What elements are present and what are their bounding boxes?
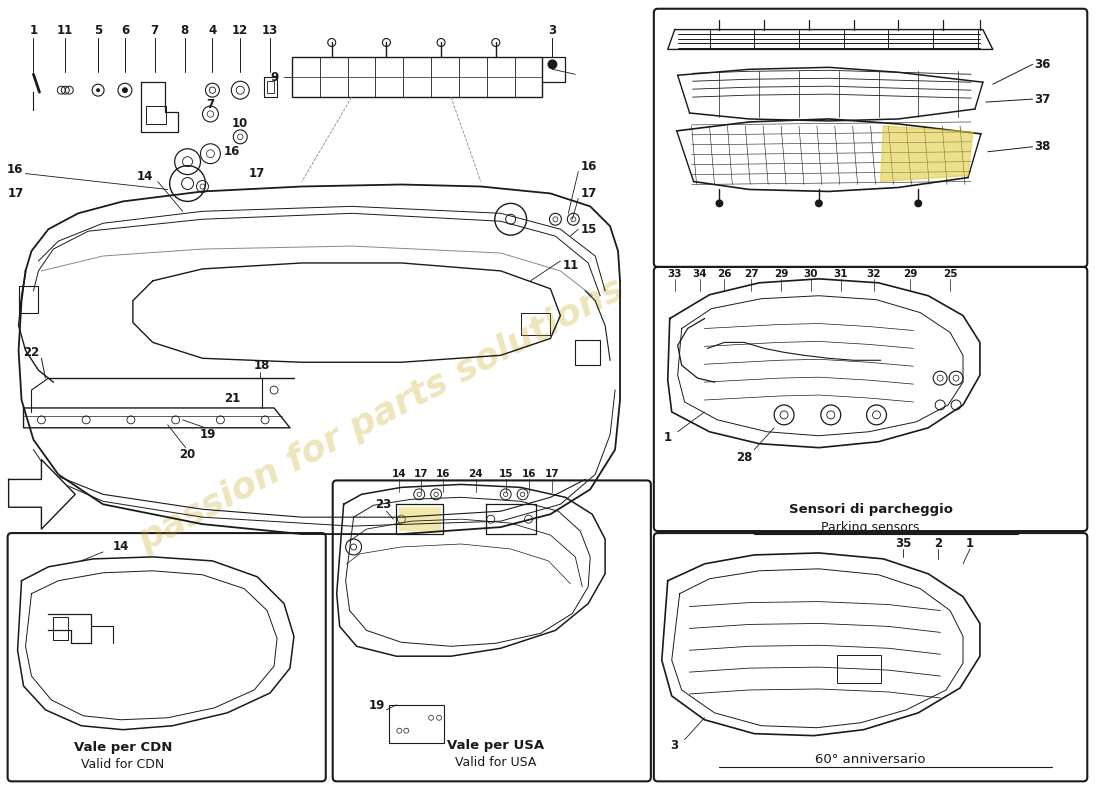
Text: Vale per CDN: Vale per CDN	[74, 741, 172, 754]
Text: Vale per USA: Vale per USA	[448, 739, 544, 752]
Bar	[267, 82, 274, 93]
Text: 34: 34	[692, 269, 707, 279]
Bar	[54, 618, 68, 640]
Bar	[837, 655, 881, 683]
Circle shape	[96, 88, 100, 92]
Circle shape	[548, 59, 558, 70]
Text: passion for parts solutions: passion for parts solutions	[132, 272, 630, 558]
Text: 16: 16	[8, 163, 23, 176]
Text: 8: 8	[180, 24, 189, 37]
Text: 18: 18	[254, 358, 271, 372]
Text: Valid for CDN: Valid for CDN	[81, 758, 165, 771]
Bar	[292, 58, 542, 97]
Text: 16: 16	[521, 470, 536, 479]
Polygon shape	[880, 126, 974, 182]
Text: 36: 36	[1034, 58, 1050, 71]
Text: 15: 15	[498, 470, 513, 479]
Text: 1: 1	[30, 24, 37, 37]
Text: 11: 11	[562, 259, 579, 273]
Bar	[146, 106, 166, 124]
Text: 22: 22	[23, 346, 40, 359]
Text: 5: 5	[94, 24, 102, 37]
Text: 38: 38	[1034, 140, 1050, 154]
Text: 10: 10	[232, 118, 249, 130]
Text: 30: 30	[804, 269, 818, 279]
Text: 17: 17	[414, 470, 429, 479]
Text: 6: 6	[121, 24, 129, 37]
Text: 26: 26	[717, 269, 732, 279]
Text: 25: 25	[943, 269, 957, 279]
Text: 11: 11	[57, 24, 74, 37]
Circle shape	[715, 199, 724, 207]
Text: 12: 12	[232, 24, 249, 37]
Text: 14: 14	[113, 541, 129, 554]
Text: 60° anniversario: 60° anniversario	[815, 753, 926, 766]
Text: Valid for USA: Valid for USA	[455, 756, 537, 769]
Text: 33: 33	[668, 269, 682, 279]
Text: 16: 16	[436, 470, 450, 479]
Text: 28: 28	[736, 451, 752, 464]
Text: 31: 31	[834, 269, 848, 279]
Text: Parking sensors: Parking sensors	[822, 521, 920, 534]
Text: 7: 7	[151, 24, 158, 37]
Circle shape	[914, 199, 922, 207]
Text: 23: 23	[375, 498, 392, 510]
Circle shape	[815, 199, 823, 207]
Text: 17: 17	[546, 470, 560, 479]
Text: 4: 4	[208, 24, 217, 37]
Text: 9: 9	[270, 70, 278, 84]
Text: 16: 16	[581, 160, 596, 173]
Text: 20: 20	[179, 448, 196, 461]
Text: 29: 29	[903, 269, 917, 279]
Circle shape	[122, 87, 128, 93]
Text: Sensori di parcheggio: Sensori di parcheggio	[789, 502, 953, 516]
Polygon shape	[9, 459, 75, 529]
Text: 17: 17	[249, 167, 265, 180]
Text: 2: 2	[934, 538, 943, 550]
Text: 19: 19	[199, 428, 216, 442]
Text: 17: 17	[581, 187, 596, 200]
Text: 17: 17	[8, 187, 23, 200]
Text: 29: 29	[774, 269, 789, 279]
Text: 14: 14	[136, 170, 153, 183]
Text: 3: 3	[671, 739, 679, 752]
Text: 19: 19	[368, 699, 385, 712]
Text: 35: 35	[895, 538, 912, 550]
Text: 14: 14	[392, 470, 407, 479]
Text: 3: 3	[549, 24, 557, 37]
Text: 27: 27	[744, 269, 759, 279]
Text: 16: 16	[224, 146, 241, 158]
Text: 21: 21	[224, 391, 241, 405]
Text: 24: 24	[469, 470, 483, 479]
Polygon shape	[399, 507, 441, 531]
Text: 1: 1	[966, 538, 974, 550]
Text: 32: 32	[867, 269, 881, 279]
Text: 15: 15	[581, 222, 596, 236]
Text: 7: 7	[207, 98, 215, 110]
Text: 13: 13	[262, 24, 278, 37]
Text: 37: 37	[1034, 93, 1050, 106]
Text: 1: 1	[663, 431, 672, 444]
Bar	[389, 705, 444, 742]
